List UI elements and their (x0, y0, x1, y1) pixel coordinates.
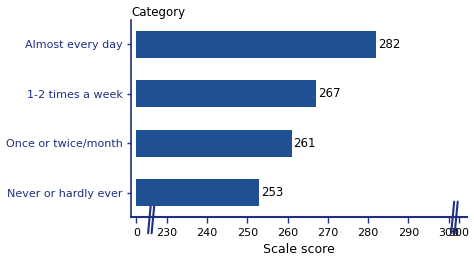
Text: Category: Category (131, 6, 186, 19)
Text: 282: 282 (378, 38, 401, 51)
Text: 253: 253 (261, 186, 283, 199)
X-axis label: Scale score: Scale score (263, 243, 335, 256)
Bar (137, 130, 292, 157)
Bar (137, 80, 316, 107)
Bar (137, 31, 376, 58)
Text: 261: 261 (293, 137, 316, 150)
Bar (137, 179, 259, 206)
Text: 267: 267 (318, 88, 340, 100)
